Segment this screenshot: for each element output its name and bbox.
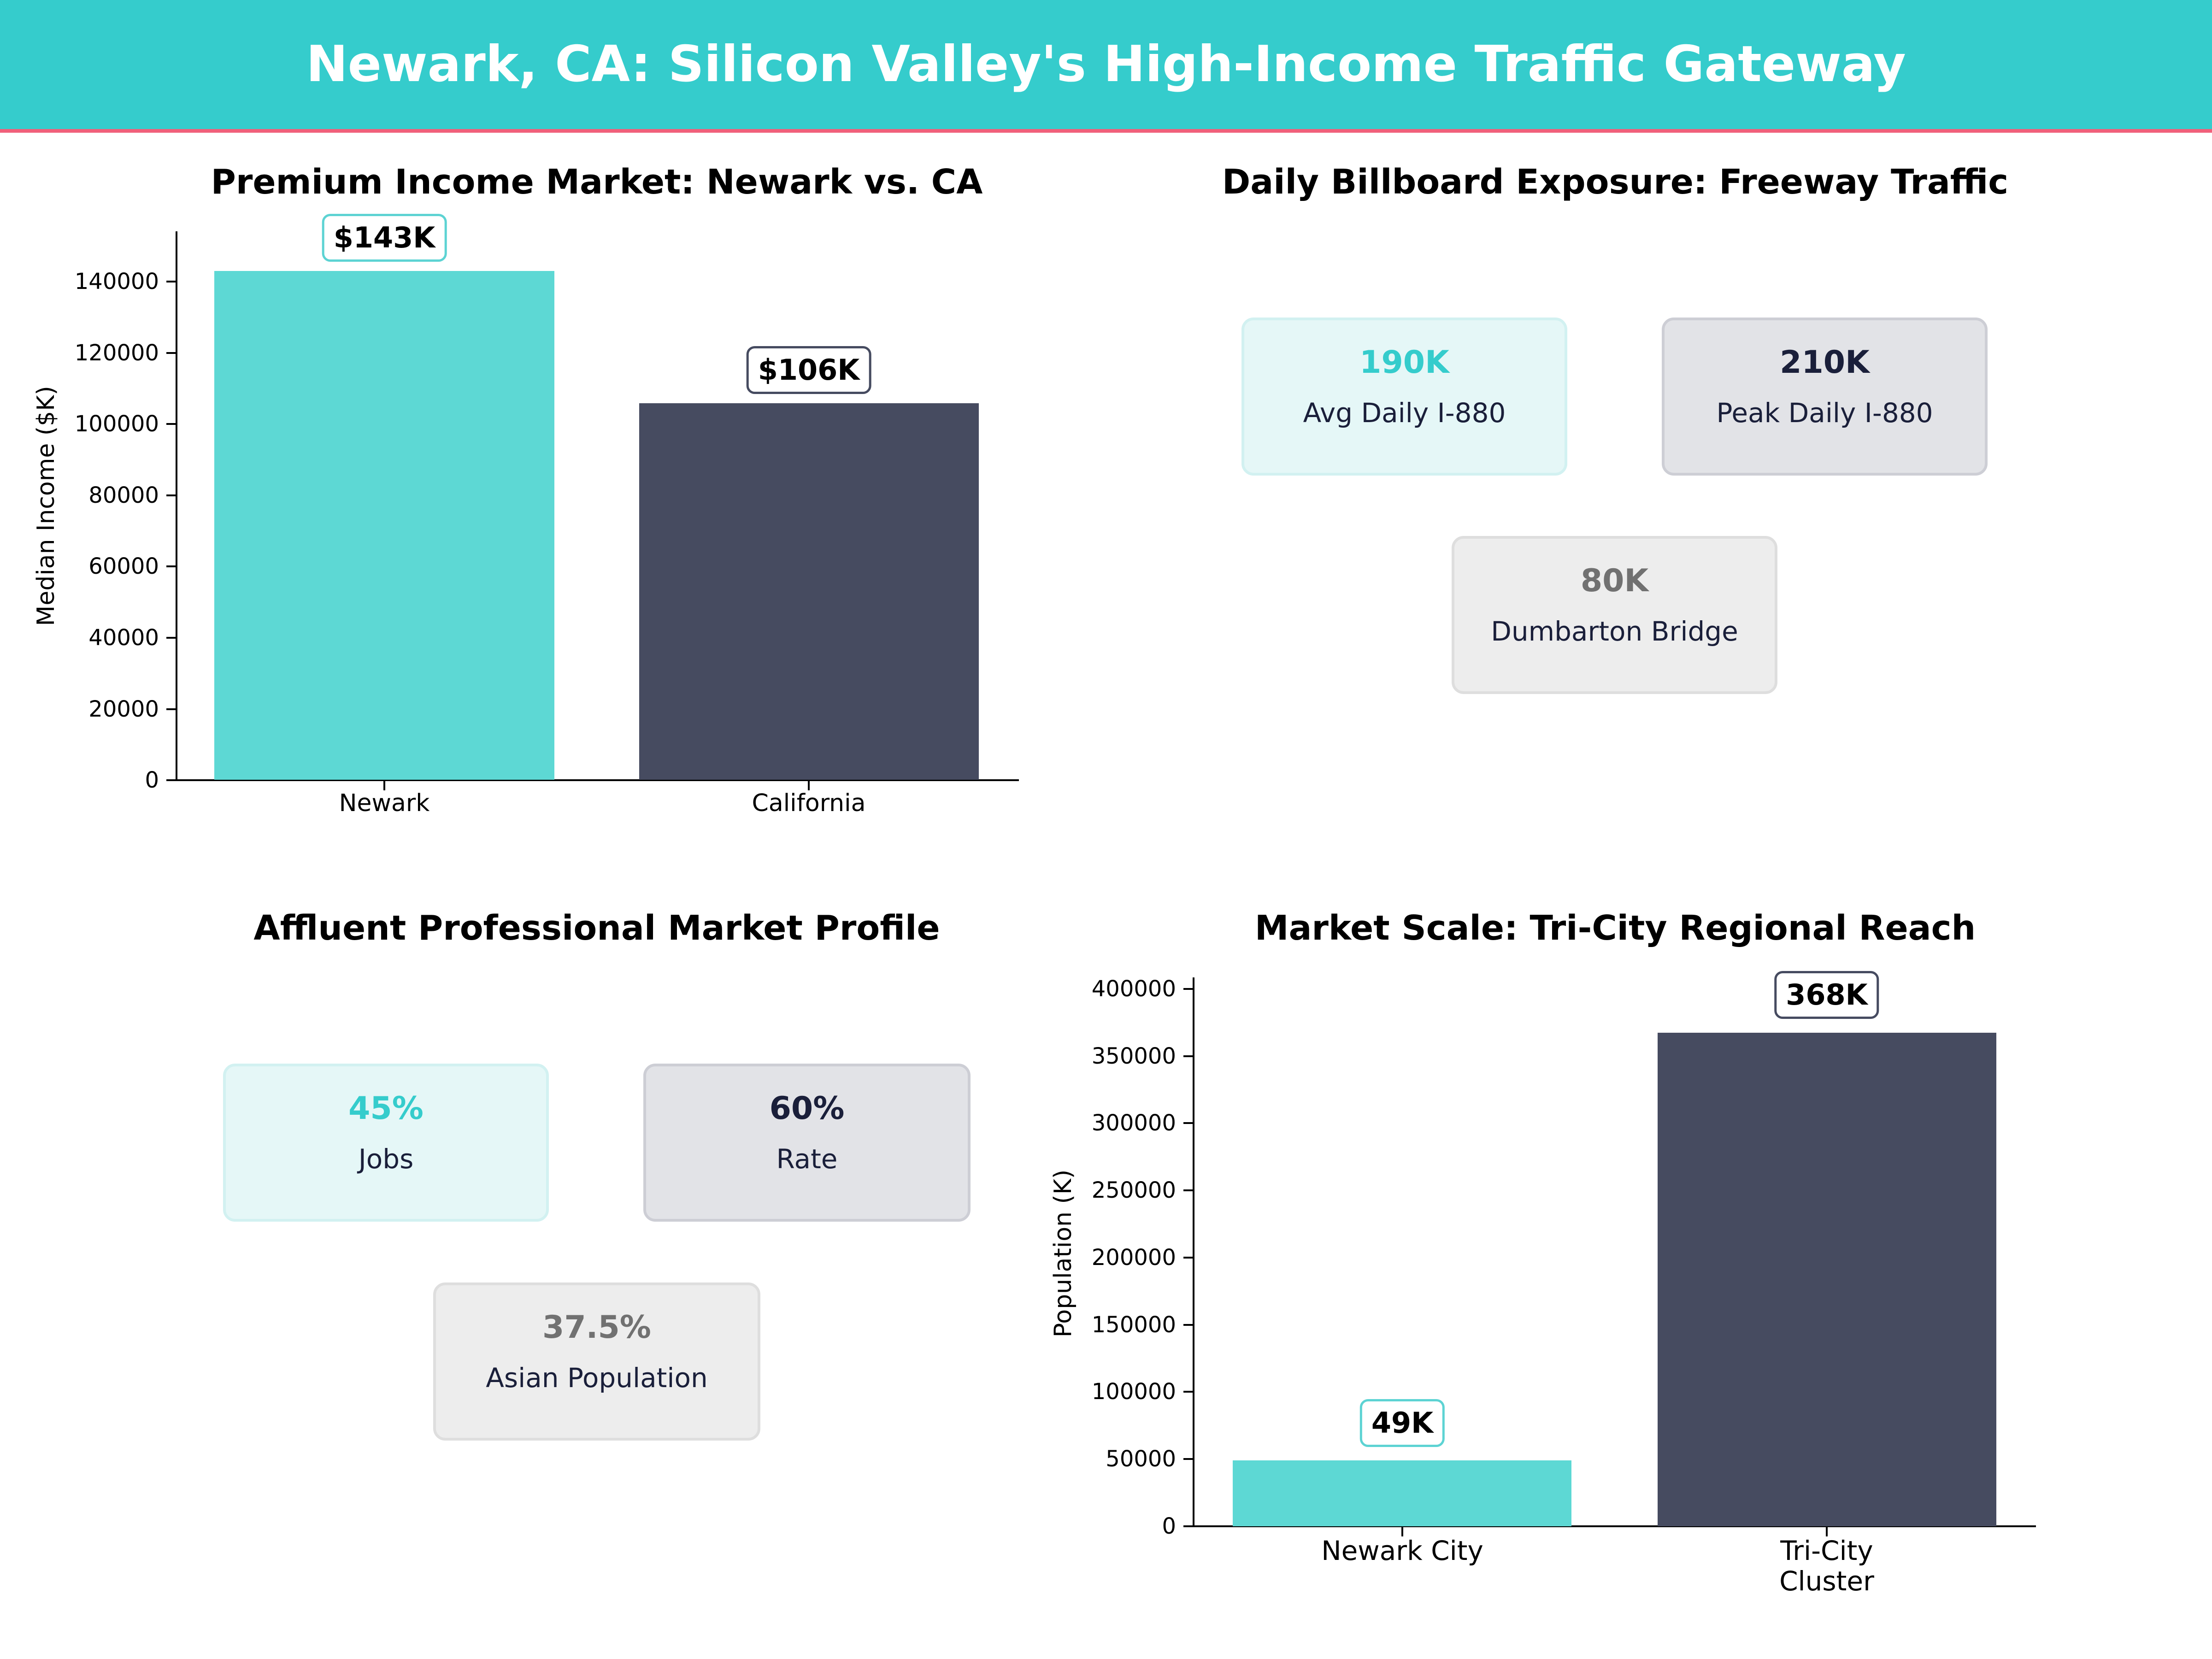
population-chart-title: Market Scale: Tri-City Regional Reach [1254, 908, 1976, 948]
population-y-tick-label: 400000 [1091, 976, 1176, 1002]
income-y-tick-label: 100000 [74, 411, 159, 437]
income-y-tick [166, 637, 176, 639]
population-value-label-tri-city: 368K [1774, 971, 1879, 1019]
card-label: Rate [776, 1143, 838, 1175]
header-banner [0, 0, 2212, 129]
income-value-label-newark: $143K [322, 214, 447, 262]
population-y-tick [1183, 1055, 1194, 1057]
population-x-tick [1401, 1526, 1403, 1536]
income-y-tick-label: 120000 [74, 340, 159, 366]
population-y-tick-label: 0 [1162, 1513, 1176, 1539]
population-x-axis [1193, 1525, 2036, 1527]
card-label: Dumbarton Bridge [1491, 616, 1738, 647]
profile-card-jobs: 45% Jobs [223, 1064, 549, 1222]
card-label: Avg Daily I-880 [1303, 397, 1506, 429]
traffic-panel-title: Daily Billboard Exposure: Freeway Traffi… [1222, 162, 2009, 202]
income-x-tick-label: Newark [339, 789, 430, 817]
x-label-line: Cluster [1779, 1565, 1874, 1597]
income-y-tick-label: 40000 [88, 625, 159, 651]
card-value: 80K [1580, 563, 1649, 599]
income-y-tick [166, 352, 176, 354]
population-bar-newark-city[interactable] [1233, 1460, 1571, 1526]
income-value-label-california: $106K [746, 346, 871, 394]
population-y-axis [1193, 977, 1194, 1527]
profile-card-asian-population: 37.5% Asian Population [433, 1282, 760, 1441]
card-label: Jobs [358, 1143, 414, 1175]
traffic-card-avg-daily: 190K Avg Daily I-880 [1241, 318, 1567, 476]
population-y-tick [1183, 988, 1194, 990]
population-y-tick [1183, 1257, 1194, 1259]
population-y-tick [1183, 1458, 1194, 1460]
income-y-tick-label: 20000 [88, 696, 159, 722]
income-x-tick-label: California [752, 789, 866, 817]
traffic-card-peak-daily: 210K Peak Daily I-880 [1662, 318, 1988, 476]
income-chart-title: Premium Income Market: Newark vs. CA [211, 162, 983, 202]
population-y-tick-label: 250000 [1091, 1177, 1176, 1203]
income-y-tick [166, 281, 176, 282]
population-y-tick [1183, 1525, 1194, 1527]
income-y-tick-label: 0 [145, 767, 159, 793]
population-y-tick [1183, 1324, 1194, 1326]
traffic-card-dumbarton: 80K Dumbarton Bridge [1452, 536, 1777, 694]
income-y-tick-label: 80000 [88, 482, 159, 508]
income-y-tick-label: 60000 [88, 553, 159, 579]
income-bar-california[interactable] [639, 403, 979, 780]
card-label: Peak Daily I-880 [1716, 397, 1933, 429]
income-x-axis [176, 779, 1019, 781]
header-accent-stripe [0, 129, 2212, 133]
income-y-tick [166, 779, 176, 781]
income-bar-newark[interactable] [214, 271, 554, 780]
population-y-tick-label: 350000 [1091, 1043, 1176, 1069]
card-value: 190K [1359, 344, 1449, 381]
income-y-axis [176, 231, 177, 781]
x-label-line: Tri-City [1780, 1535, 1873, 1566]
population-y-tick-label: 200000 [1091, 1245, 1176, 1271]
population-x-tick-label: Tri-City Cluster [1688, 1535, 1965, 1596]
card-value: 45% [348, 1090, 424, 1127]
income-y-tick [166, 423, 176, 425]
population-x-tick [1826, 1526, 1828, 1536]
population-x-tick-label: Newark City [1264, 1535, 1541, 1566]
card-value: 37.5% [542, 1309, 651, 1346]
population-y-tick-label: 300000 [1091, 1110, 1176, 1136]
income-y-tick [166, 494, 176, 496]
profile-panel-title: Affluent Professional Market Profile [253, 908, 940, 948]
card-label: Asian Population [486, 1362, 708, 1394]
population-y-tick [1183, 1189, 1194, 1191]
page-title: Newark, CA: Silicon Valley's High-Income… [306, 35, 1906, 93]
x-label-line: Newark City [1321, 1535, 1483, 1566]
income-x-tick [383, 780, 385, 790]
card-value: 60% [769, 1090, 845, 1127]
income-y-tick-label: 140000 [74, 269, 159, 294]
population-y-tick-label: 50000 [1106, 1446, 1176, 1472]
profile-card-rate: 60% Rate [643, 1064, 971, 1222]
population-y-tick-label: 150000 [1091, 1312, 1176, 1338]
population-y-tick [1183, 1122, 1194, 1124]
income-y-tick [166, 565, 176, 567]
population-value-label-newark-city: 49K [1359, 1399, 1445, 1447]
population-y-tick-label: 100000 [1091, 1379, 1176, 1405]
population-bar-tri-city-cluster[interactable] [1658, 1033, 1996, 1526]
income-x-tick [808, 780, 810, 790]
card-value: 210K [1780, 344, 1870, 381]
income-y-tick [166, 708, 176, 710]
population-y-tick [1183, 1391, 1194, 1393]
